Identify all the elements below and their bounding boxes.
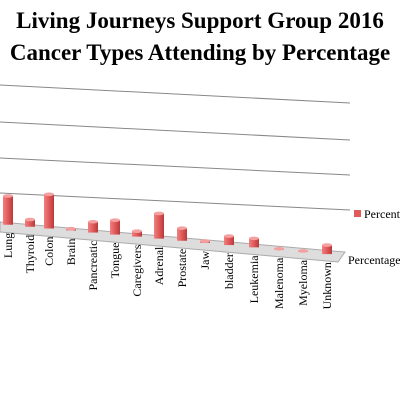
bar-top bbox=[322, 243, 332, 247]
category-labels: Lung Thyroid Colon Brain Pancreatic Tongue Car… bbox=[1, 233, 334, 310]
chart-title: Living Journeys Support Group 2016 bbox=[16, 8, 384, 33]
x-tick-label: Malenoma bbox=[272, 257, 286, 309]
bar-top bbox=[249, 236, 259, 241]
x-tick-label: Unknown bbox=[320, 262, 334, 309]
x-tick-label: Adrenal bbox=[152, 246, 166, 285]
bar-top bbox=[298, 249, 308, 253]
grid-line bbox=[0, 157, 351, 176]
bar-top bbox=[132, 229, 142, 234]
x-tick-label: Lung bbox=[1, 233, 15, 258]
bar bbox=[25, 219, 35, 227]
x-tick-label: Colon bbox=[42, 237, 56, 266]
legend-swatch bbox=[354, 210, 361, 217]
bar-top bbox=[44, 192, 54, 197]
bar bbox=[224, 236, 234, 246]
x-tick-label: Leukemia bbox=[247, 255, 261, 304]
bar bbox=[154, 213, 164, 239]
bar bbox=[322, 245, 332, 255]
bar-top bbox=[224, 234, 234, 238]
gridlines bbox=[0, 84, 351, 211]
bar-top bbox=[66, 226, 76, 231]
grid-line bbox=[0, 121, 351, 141]
bar-top bbox=[200, 239, 210, 243]
bar-top bbox=[88, 219, 98, 224]
bar bbox=[177, 228, 187, 241]
bar-top bbox=[110, 218, 120, 222]
grid-line bbox=[0, 192, 351, 211]
bar-top bbox=[274, 246, 284, 251]
bar bbox=[132, 231, 142, 237]
x-tick-label: Brain bbox=[64, 239, 78, 266]
bars bbox=[3, 192, 332, 255]
bar bbox=[44, 194, 54, 229]
legend-label: Percentage bbox=[364, 207, 400, 221]
x-tick-label: Pancreatic bbox=[86, 241, 100, 291]
grid-line bbox=[0, 84, 351, 104]
bar bbox=[110, 220, 120, 235]
depth-axis-label: Percentage bbox=[348, 253, 400, 267]
chart-title: Cancer Types Attending by Percentage bbox=[10, 40, 390, 65]
x-tick-label: Thyroid bbox=[23, 235, 37, 274]
x-tick-label: Prostate bbox=[175, 249, 189, 288]
bar bbox=[249, 238, 259, 248]
bar bbox=[3, 195, 13, 225]
x-tick-label: Caregivers bbox=[130, 244, 144, 296]
x-tick-label: Tongue bbox=[108, 243, 122, 279]
x-tick-label: bladder bbox=[222, 253, 236, 289]
x-tick-label: Jaw bbox=[198, 251, 212, 270]
bar-top bbox=[177, 226, 187, 230]
x-tick-label: Myeloma bbox=[296, 259, 310, 306]
bar bbox=[88, 221, 98, 233]
bar-top bbox=[154, 211, 164, 216]
bar-top bbox=[25, 217, 35, 222]
bar-top bbox=[3, 194, 13, 198]
